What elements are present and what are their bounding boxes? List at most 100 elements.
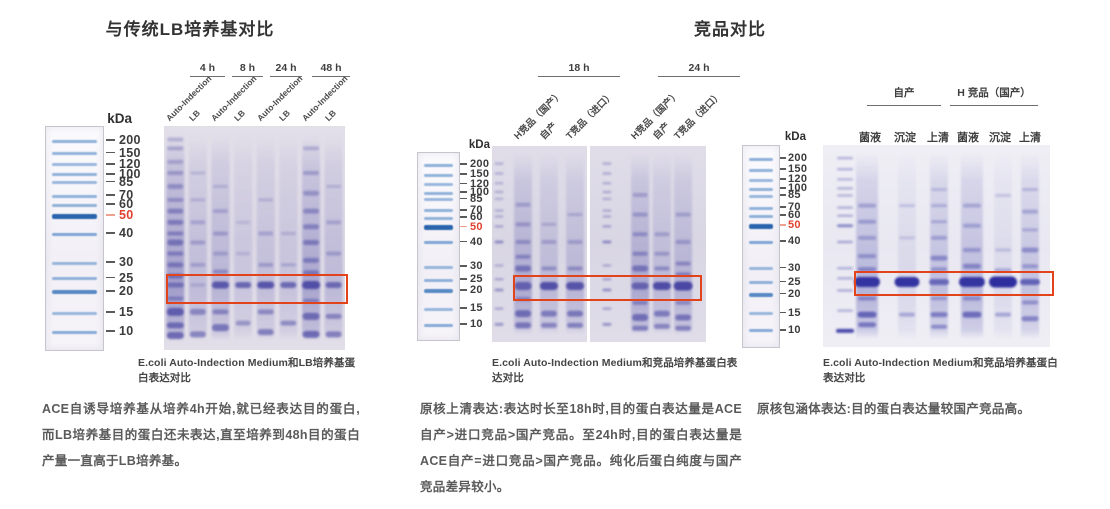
ladder-band — [749, 206, 773, 210]
ladder-tick — [106, 330, 115, 332]
molecular-weight-label: 30 — [470, 260, 483, 273]
molecular-weight-label: 10 — [788, 323, 801, 336]
ladder-band — [749, 223, 773, 229]
ladder-band — [749, 168, 773, 172]
molecular-weight-label: 200 — [119, 133, 141, 148]
molecular-weight-label: 25 — [470, 273, 483, 286]
ladder-band — [424, 307, 453, 311]
lane-label-diagonal: 自产 — [538, 120, 560, 142]
ladder-tick — [779, 206, 786, 208]
lane-label-diagonal: Auto-Indection — [299, 73, 350, 123]
group-label: 自产 — [893, 87, 915, 99]
lane-label-diagonal: Auto-Indection — [163, 73, 214, 123]
ladder-band — [749, 214, 773, 218]
ladder-tick — [106, 276, 115, 279]
lane-label: 上清 — [927, 132, 949, 144]
molecular-weight-label: 40 — [470, 235, 483, 248]
ladder-band — [749, 292, 773, 297]
molecular-weight-label: 15 — [788, 306, 801, 319]
ladder-tick — [779, 194, 786, 196]
gel-caption-middle: E.coli Auto-Indection Medium和竞品培养基蛋白表达对比 — [492, 357, 738, 384]
section-title-competitor-comparison: 竞品对比 — [694, 20, 766, 39]
kda-unit-label-right: kDa — [784, 131, 806, 143]
ladder-band — [749, 157, 773, 161]
ladder-tick — [460, 163, 467, 165]
lane-label: 上清 — [1019, 132, 1041, 144]
ladder-band — [424, 183, 453, 187]
ladder-strip — [742, 145, 780, 348]
ladder-tick — [779, 214, 786, 216]
group-underline — [270, 76, 302, 77]
ladder-band — [749, 329, 773, 333]
ladder-band — [749, 194, 773, 198]
conclusion-text-right: 原核包涵体表达:目的蛋白表达量较国产竞品高。 — [757, 402, 1031, 416]
ladder-band — [52, 194, 97, 198]
molecular-weight-label: 120 — [470, 177, 490, 190]
lane-label-diagonal: LB — [276, 107, 293, 123]
molecular-weight-label: 100 — [119, 166, 141, 181]
ladder-tick — [460, 191, 467, 193]
ladder-band — [52, 203, 97, 207]
group-underline — [867, 105, 941, 106]
highlight-box-middle — [513, 275, 702, 301]
ladder-band — [52, 163, 97, 167]
molecular-weight-label: 25 — [119, 270, 134, 285]
ladder-band — [52, 277, 97, 281]
ladder-band — [424, 163, 453, 167]
molecular-weight-label: 25 — [788, 275, 801, 288]
group-label: 4 h — [199, 62, 216, 74]
ladder-band — [52, 213, 97, 219]
molecular-weight-label: 100 — [470, 186, 490, 199]
ladder-tick — [106, 139, 115, 142]
gel-photo-right — [823, 145, 1050, 347]
molecular-weight-label: 40 — [119, 226, 134, 241]
highlight-box-right — [854, 271, 1054, 296]
molecular-weight-label: 20 — [470, 284, 483, 297]
molecular-weight-label: 40 — [788, 235, 801, 248]
molecular-weight-label: 85 — [119, 174, 134, 189]
ladder-tick — [106, 203, 115, 205]
ladder-band — [424, 225, 453, 231]
molecular-weight-label: 150 — [470, 168, 490, 181]
ladder-band — [749, 240, 773, 244]
group-underline — [658, 76, 740, 77]
ladder-band — [52, 330, 97, 334]
ladder-band — [52, 139, 97, 143]
molecular-weight-label: 85 — [470, 192, 483, 205]
conclusion-text-middle: 原核上清表达:表达时长至18h时,目的蛋白表达量是ACE自产>进口竞品>国产竞品… — [420, 402, 742, 494]
ladder-band — [424, 216, 453, 220]
ladder-tick — [779, 178, 786, 180]
ladder-tick — [460, 197, 467, 200]
molecular-weight-label: 10 — [470, 318, 483, 331]
ladder-band — [424, 289, 453, 294]
molecular-weight-label: 60 — [470, 211, 483, 224]
lane-label: 菌液 — [957, 132, 979, 144]
ladder-tick — [460, 182, 467, 185]
ladder-tick — [106, 172, 115, 175]
ladder-tick — [779, 240, 786, 243]
ladder-tick — [460, 265, 467, 267]
ladder-tick — [779, 311, 786, 314]
ladder-tick — [779, 157, 786, 159]
molecular-weight-label: 60 — [788, 209, 801, 222]
ladder-tick — [779, 280, 786, 283]
ladder-tick — [460, 216, 467, 219]
ladder-tick — [460, 323, 467, 325]
lane-label-diagonal: T竞品（进口） — [672, 89, 725, 142]
group-label: 8 h — [239, 62, 256, 74]
ladder-band — [424, 241, 453, 245]
ladder-tick — [460, 307, 467, 309]
ladder-tick — [779, 168, 786, 170]
ladder-band — [424, 278, 453, 282]
kda-unit-label-middle: kDa — [468, 139, 490, 151]
molecular-weight-label: 30 — [788, 261, 801, 274]
highlight-box-left — [166, 274, 348, 304]
ladder-tick — [106, 162, 115, 165]
group-underline — [312, 76, 350, 77]
ladder-tick — [106, 214, 115, 216]
molecular-weight-label: 120 — [788, 173, 808, 186]
ladder-band — [52, 261, 97, 265]
molecular-weight-label: 15 — [470, 302, 483, 315]
ladder-tick — [106, 290, 115, 292]
group-label: 48 h — [320, 62, 342, 74]
